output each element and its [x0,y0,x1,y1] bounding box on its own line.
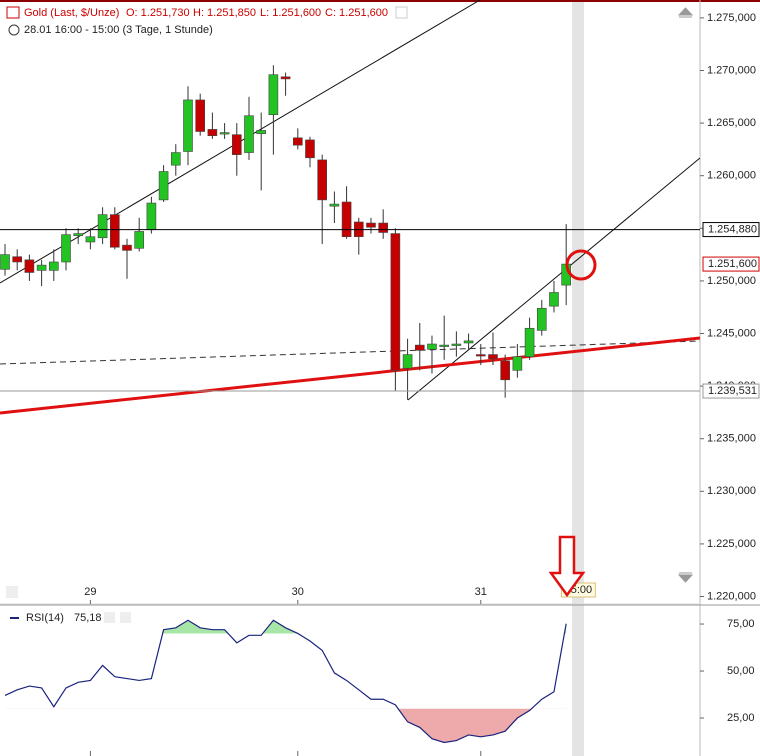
candle-body [305,139,315,159]
low: L: 1.251,600 [260,7,321,19]
candle-body [451,343,462,346]
candle-body [536,307,547,331]
candle-body [48,261,59,271]
y-tick-label: 1.230,000 [707,485,756,497]
oversold-area [5,708,567,743]
candle-body [317,159,327,201]
candle-body [390,233,401,371]
candle-body [427,343,437,350]
candle-body [341,201,352,238]
candle-body [463,340,474,344]
legend-icon[interactable] [104,612,115,623]
candle-body [12,256,23,263]
candle-body [97,214,108,239]
close: C: 1.251,600 [325,7,388,19]
candle-body [0,254,10,270]
arrow [548,535,586,598]
candle-body [170,152,181,166]
legend-value: 75,18 [74,612,102,624]
y-tick-label: 75,00 [727,618,755,630]
support-line [0,336,700,415]
candle-body [488,354,498,360]
clock-icon [8,24,20,36]
y-tick-label: 25,00 [727,712,755,724]
rsi-legend: RSI(14) 75,18 [10,612,131,624]
y-tick-label: 1.265,000 [707,117,756,129]
candle-body [36,264,47,271]
legend-icon[interactable] [120,612,131,623]
candle-body [244,115,254,153]
candle-body [207,129,218,137]
instrument: Gold (Last, $/Unze) [24,7,119,19]
header: Gold (Last, $/Unze) O: 1.251,730 H: 1.25… [6,6,408,36]
x-tick-label: 29 [84,586,96,598]
candle-body [158,171,169,201]
trend-line [407,157,700,401]
y-tick-label: 50,00 [727,665,755,677]
panel-icon[interactable] [6,586,18,598]
y-tick-label: 1.225,000 [707,538,756,550]
candle-body [61,234,71,263]
candle-body [122,244,132,251]
candle-body [183,99,193,152]
overbought-area [162,620,567,634]
y-tick-label: 1.260,000 [707,170,756,182]
candle-body [402,354,413,369]
candle-body [146,202,157,230]
settings-icon[interactable] [395,6,408,19]
candle-body [524,327,535,357]
candle-body [280,76,291,80]
open: O: 1.251,730 [126,7,190,19]
high: H: 1.251,850 [193,7,256,19]
y-tick-label: 1.235,000 [707,433,756,445]
x-tick-label: 31 [475,586,487,598]
price-tag [702,383,760,399]
y-tick-label: 1.270,000 [707,64,756,76]
price-tag [702,256,760,272]
candle-body [475,354,486,357]
candle-body [109,214,120,248]
legend-label: RSI(14) [26,612,64,624]
scroll-down[interactable] [677,572,694,583]
rsi-line [4,619,567,744]
price-tag-label: 1.251,600 [708,258,757,270]
icon [6,6,20,19]
candle-body [378,222,388,233]
candle-body [512,356,523,371]
scroll-up[interactable] [677,7,694,18]
candle-body [256,130,266,134]
price-tag-label: 1.239,531 [708,385,757,397]
y-tick-label: 1.250,000 [707,275,756,287]
x-tick-label: 30 [292,586,304,598]
y-tick-label: 1.220,000 [707,590,756,602]
candle-body [85,236,96,243]
candle-body [500,360,510,381]
y-tick-label: 1.245,000 [707,327,756,339]
candle-body [549,292,559,307]
period: 28.01 16:00 - 15:00 (3 Tage, 1 Stunde) [24,24,213,36]
candle-body [366,222,376,228]
candle-body [231,134,242,155]
y-tick-label: 1.275,000 [707,12,756,24]
candle-body [195,99,205,132]
candle-body [24,259,35,273]
dashed-line [0,340,700,365]
price-tag-label: 1.254,880 [708,223,757,235]
price-tag [702,222,760,238]
candle-body [329,203,340,207]
candle-body [268,74,279,115]
candle-body [439,344,449,347]
candle-body [219,132,230,135]
candle-body [414,344,425,351]
highlight-circle [565,249,597,281]
candle-body [134,231,144,249]
candle-body [73,233,83,236]
cursor-band [572,2,584,756]
candle-body [292,137,303,146]
